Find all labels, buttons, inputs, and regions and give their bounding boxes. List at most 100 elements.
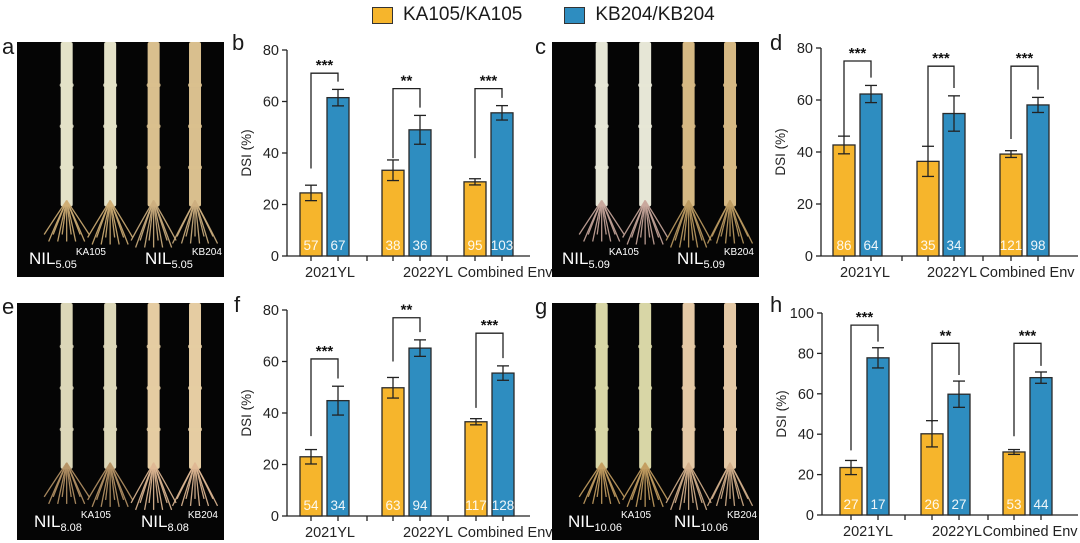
sample-size-label: 57 — [303, 238, 318, 253]
sample-size-label: 128 — [492, 498, 515, 513]
nil-base: NIL — [34, 512, 61, 531]
stem-node — [594, 385, 609, 390]
bar-kb204 — [859, 93, 883, 257]
nil-sub: 8.08 — [167, 522, 189, 534]
significance-stars: *** — [1019, 327, 1037, 344]
root — [153, 200, 173, 248]
x-category-label: 2021YL — [305, 265, 355, 281]
x-category-label: Combined Env — [982, 524, 1078, 540]
bar-kb204 — [942, 112, 966, 257]
nil-base: NIL — [568, 512, 595, 531]
root — [109, 462, 134, 501]
nil-sub: 8.08 — [60, 522, 82, 534]
stem-node — [188, 83, 203, 88]
photo-panel-a: NIL5.05KA105 NIL5.05KB204 — [17, 42, 224, 277]
stem-node — [594, 427, 609, 432]
nil-sub: 5.05 — [171, 259, 193, 271]
x-category-label: Combined Env — [457, 265, 553, 281]
plant-stem — [706, 303, 754, 507]
bar-kb204 — [408, 347, 432, 517]
stem-node — [638, 124, 653, 129]
panel-letter-e: e — [2, 294, 15, 319]
legend-label-kb204: KB204/KB204 — [595, 4, 715, 25]
panel-letter-h: h — [770, 292, 783, 317]
y-tick-label: 60 — [263, 95, 279, 111]
nil-sup: KB204 — [187, 510, 218, 521]
plant-photo-a — [43, 42, 219, 248]
y-tick-label: 40 — [263, 406, 279, 422]
sample-size-label: 86 — [836, 238, 851, 253]
stem-node — [146, 427, 161, 432]
significance-stars: *** — [316, 57, 334, 74]
legend-label-ka105: KA105/KA105 — [403, 4, 523, 25]
plant-stem — [87, 42, 134, 245]
plant-stem — [706, 42, 754, 244]
x-category-label: 2021YL — [843, 524, 893, 540]
sample-size-label: 95 — [467, 238, 482, 253]
root — [153, 200, 177, 241]
y-axis-label: DSI (%) — [239, 389, 254, 436]
root — [66, 200, 86, 242]
root — [729, 462, 745, 507]
plant-stem — [171, 303, 219, 507]
stem-node — [188, 344, 203, 349]
stem-node — [638, 427, 653, 432]
photo-panel-e: NIL8.08KA105 NIL8.08KB204 — [17, 303, 224, 540]
sample-size-label: 94 — [412, 498, 428, 513]
root — [601, 462, 621, 505]
stem-node — [103, 83, 118, 88]
root — [601, 462, 625, 498]
stem-node — [594, 124, 609, 129]
stem-node — [146, 124, 161, 129]
bar-kb204 — [1026, 104, 1050, 257]
y-tick-label: 80 — [797, 41, 813, 57]
legend-item-ka105: KA105/KA105 — [372, 4, 522, 26]
chart-d: 0 20 40 60 80 DSI (%) 2021YL 2022YL Combined Env… — [773, 41, 1078, 281]
nil-base: NIL — [141, 512, 168, 531]
stem-node — [188, 427, 203, 432]
sample-size-label: 35 — [920, 238, 935, 253]
chart-b: 0 20 40 60 80 DSI (%) 2021YL 2022YL Combined Env… — [239, 43, 553, 281]
y-tick-label: 20 — [798, 468, 814, 484]
chart-f: 0 20 40 60 80 DSI (%) 2021YL 2022YL Combined Env… — [239, 302, 553, 541]
stem-node — [103, 124, 118, 129]
nil-label-right-a: NIL5.05KB204 — [145, 247, 222, 271]
bar-kb204 — [491, 372, 515, 517]
bar-kb204 — [1029, 376, 1053, 516]
stem-node — [103, 385, 118, 390]
photo-panel-g: NIL10.06KA105 NIL10.06KB204 — [552, 303, 759, 540]
stem-node — [681, 124, 696, 129]
root — [194, 200, 219, 244]
nil-sub: 5.09 — [588, 259, 610, 271]
bar-ka105 — [381, 387, 405, 517]
root — [688, 200, 712, 241]
stem-node — [188, 165, 203, 170]
significance-bracket — [475, 332, 504, 408]
stem-node — [188, 385, 203, 390]
y-tick-label: 0 — [805, 249, 813, 265]
y-tick-label: 0 — [271, 509, 279, 525]
chart-h: 0 20 40 60 80 100 DSI (%) 2021YL 2022YL Combined … — [774, 306, 1078, 540]
root — [109, 200, 134, 238]
root — [194, 462, 210, 507]
y-axis-label: DSI (%) — [773, 128, 788, 175]
nil-base: NIL — [562, 249, 589, 268]
stem-node — [594, 83, 609, 88]
nil-sup: KA105 — [80, 510, 111, 521]
plant-photo-e — [43, 303, 219, 511]
stem-node — [681, 165, 696, 170]
stem-node — [638, 165, 653, 170]
y-tick-label: 80 — [263, 43, 279, 59]
stem-node — [146, 344, 161, 349]
bar-kb204 — [490, 112, 514, 257]
x-category-label: 2022YL — [403, 525, 453, 541]
significance-bracket — [1013, 342, 1042, 437]
nil-label-right-e: NIL8.08KB204 — [141, 510, 218, 534]
x-category-label: Combined Env — [457, 525, 553, 541]
legend-swatch-kb204 — [564, 6, 586, 24]
stem-node — [723, 165, 738, 170]
root — [688, 200, 708, 248]
stem-node — [146, 385, 161, 390]
nil-base: NIL — [145, 249, 172, 268]
